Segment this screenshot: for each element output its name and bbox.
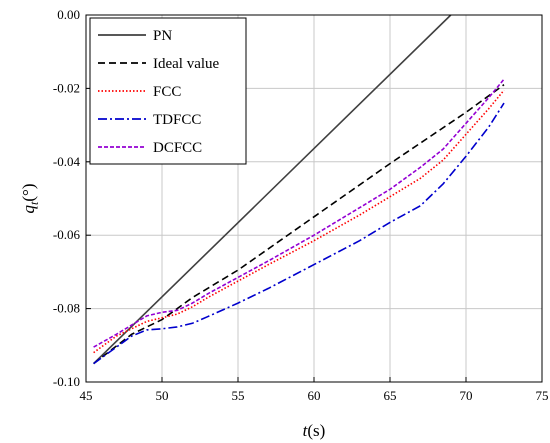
legend-label-dcfcc: DCFCC	[153, 140, 202, 156]
x-tick-label: 45	[80, 388, 93, 403]
y-tick-label: -0.04	[53, 154, 81, 169]
series-line-tdfcc	[93, 102, 505, 365]
y-tick-label: -0.08	[53, 301, 80, 316]
y-axis-title: qt(°)	[19, 184, 41, 214]
x-tick-label: 50	[156, 388, 169, 403]
y-tick-label: 0.00	[57, 7, 80, 22]
legend-label-fcc: FCC	[153, 84, 181, 100]
y-axis-title-symbol: q	[19, 204, 38, 213]
x-tick-label: 75	[536, 388, 549, 403]
series-line-pn	[93, 14, 452, 365]
x-tick-label: 60	[308, 388, 321, 403]
legend: PN Ideal value FCC TDFCC DCFCC	[89, 17, 247, 165]
legend-label-tdfcc: TDFCC	[153, 112, 201, 128]
series-line-dcfcc	[93, 78, 505, 348]
x-tick-label: 65	[384, 388, 397, 403]
legend-label-pn: PN	[153, 28, 172, 44]
y-axis-title-subscript: t	[27, 201, 41, 205]
legend-label-ideal-value: Ideal value	[153, 56, 220, 72]
x-tick-label: 70	[460, 388, 473, 403]
y-axis-title-unit: (°)	[19, 184, 38, 202]
x-tick-label: 55	[232, 388, 245, 403]
y-tick-label: -0.10	[53, 374, 80, 389]
series-line-ideal-value	[93, 84, 505, 365]
axis-ticks: 45 50 55 60 65 70 75 0.00 -0.02 -0.04 -0.06 -0.08 -0…	[53, 7, 549, 403]
x-axis-title: t(s)	[303, 421, 326, 440]
x-axis-title-symbol: t	[303, 421, 309, 440]
x-axis-title-unit: (s)	[307, 421, 325, 440]
y-tick-label: -0.02	[53, 80, 80, 95]
plot-lines	[93, 14, 505, 365]
series-line-fcc	[93, 89, 505, 354]
y-tick-label: -0.06	[53, 227, 81, 242]
